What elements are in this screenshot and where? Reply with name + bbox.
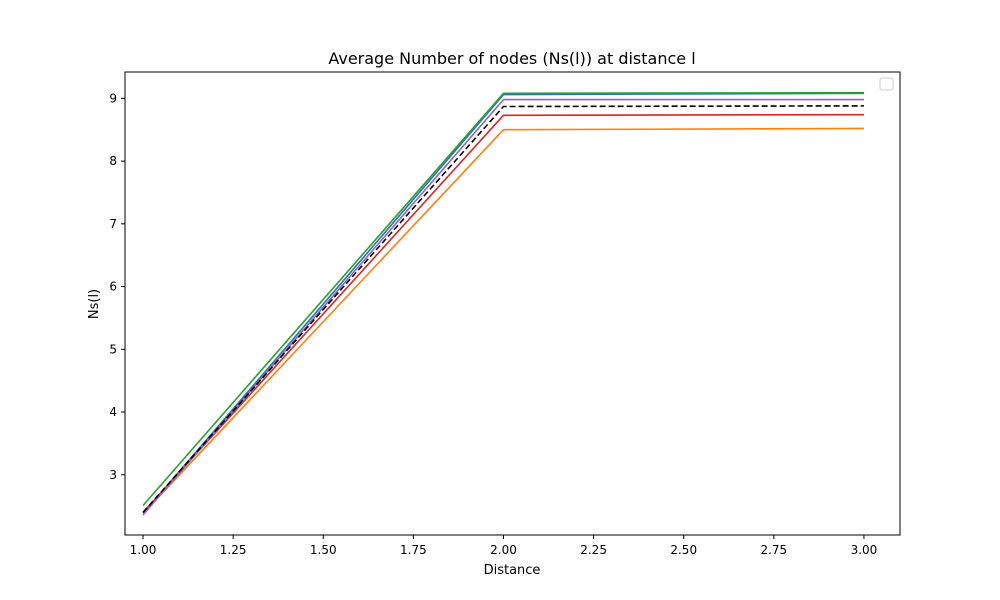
legend-box <box>879 77 894 91</box>
y-tick-label: 3 <box>109 468 117 482</box>
y-tick-label: 9 <box>109 91 117 105</box>
x-tick-label: 2.00 <box>490 543 517 557</box>
y-axis-label: Ns(l) <box>87 289 102 319</box>
series-line-3 <box>142 113 864 513</box>
series-line-6 <box>142 91 864 507</box>
series-line-5 <box>142 105 864 513</box>
y-tick-label: 7 <box>109 217 117 231</box>
y-tick-label: 6 <box>109 280 117 294</box>
x-tick-label: 2.50 <box>670 543 697 557</box>
plot-area <box>125 72 900 535</box>
x-tick-label: 3.00 <box>851 543 878 557</box>
y-tick-label: 5 <box>109 342 117 356</box>
x-tick-label: 1.50 <box>310 543 337 557</box>
chart-title: Average Number of nodes (Ns(l)) at dista… <box>328 49 695 68</box>
series-line-1 <box>142 92 864 515</box>
y-tick-label: 4 <box>109 405 117 419</box>
y-tick-label: 8 <box>109 154 117 168</box>
axes: 1.00 1.25 1.50 1.75 2.00 2.25 2.50 2.75 3.00 3 4 5 6… <box>109 71 901 557</box>
x-tick-label: 2.25 <box>580 543 607 557</box>
axes-frame <box>124 71 901 536</box>
series-line-2 <box>142 127 864 515</box>
x-tick-label: 1.25 <box>220 543 247 557</box>
x-tick-label: 1.75 <box>400 543 427 557</box>
x-tick-label: 2.75 <box>760 543 787 557</box>
series-layer <box>142 91 864 516</box>
x-axis-label: Distance <box>484 563 541 578</box>
x-tick-label: 1.00 <box>130 543 157 557</box>
plot-background <box>125 72 900 535</box>
